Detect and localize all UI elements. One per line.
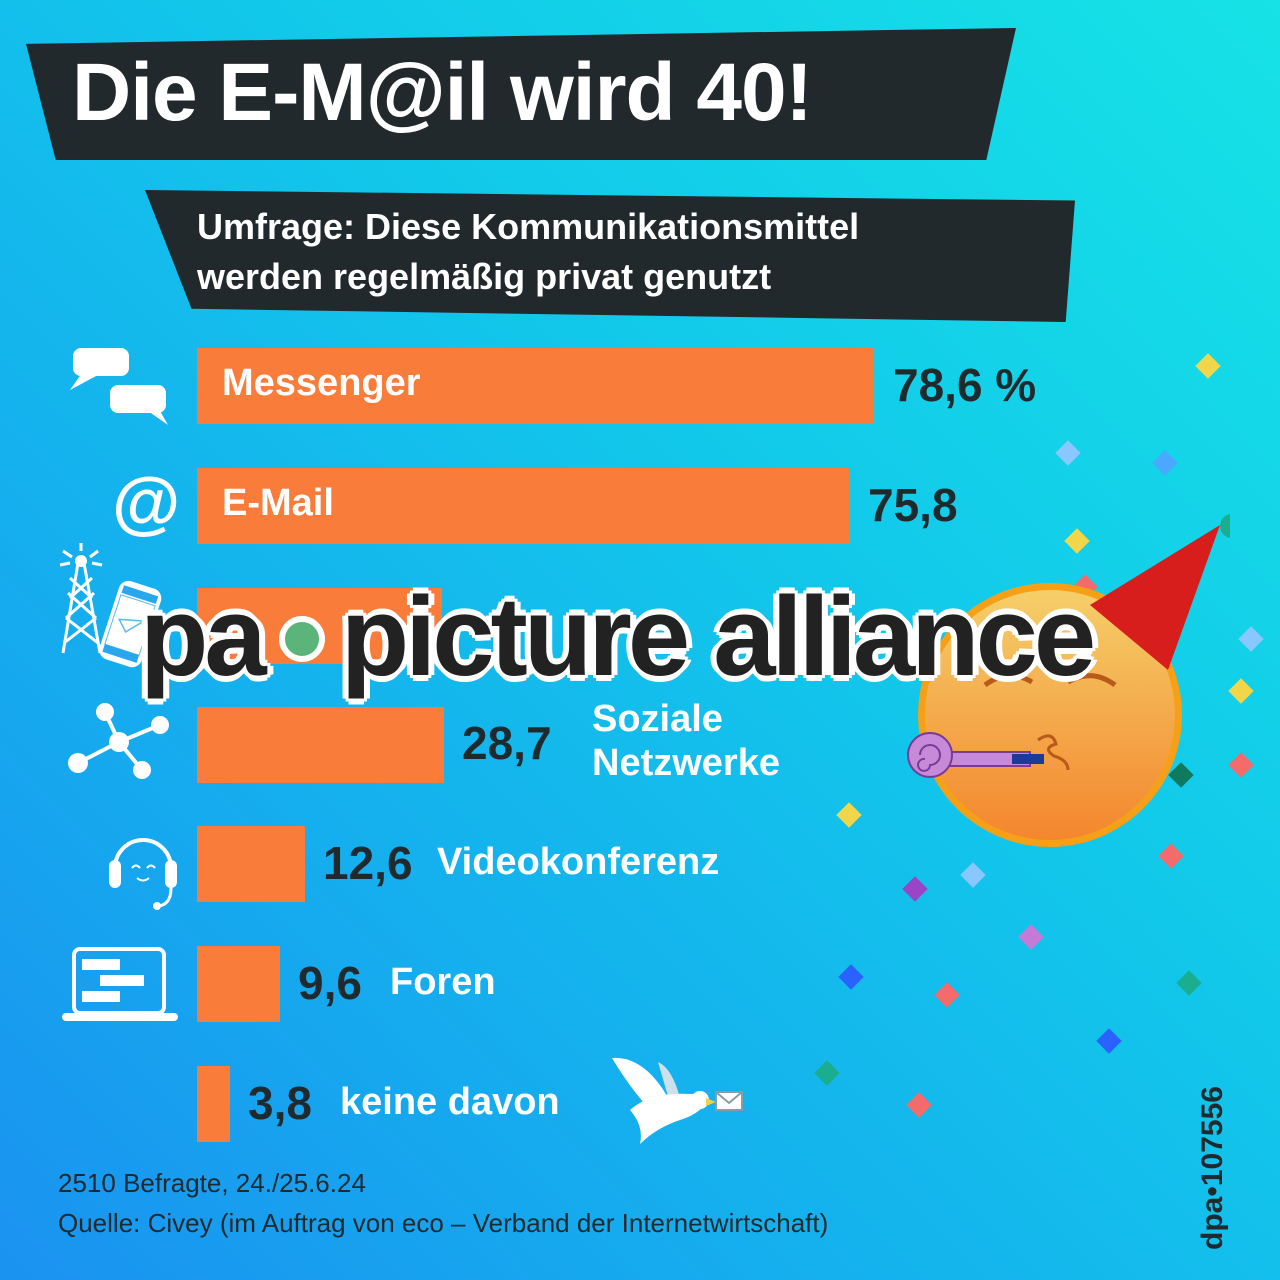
label-videoconference: Videokonferenz [437, 841, 720, 883]
title-banner [26, 28, 1016, 160]
label-social-networks: Soziale Netzwerke [592, 697, 780, 785]
watermark-left: pa [140, 574, 267, 699]
label-forums: Foren [390, 961, 496, 1003]
network-nodes-icon [68, 703, 169, 779]
page-title: Die E-M@il wird 40! [72, 47, 813, 138]
dove-letter-icon [612, 1057, 743, 1144]
watermark: pa picture alliance [140, 572, 1096, 701]
at-sign-icon: @ [112, 463, 181, 541]
label-social-line-2: Netzwerke [592, 742, 780, 784]
headset-icon [109, 838, 177, 910]
value-none: 3,8 [248, 1077, 312, 1129]
value-email: 75,8 [868, 479, 958, 531]
value-social-networks: 28,7 [462, 717, 552, 769]
subtitle: Umfrage: Diese Kommunikationsmittel werd… [197, 202, 859, 302]
watermark-dot-icon [278, 616, 325, 663]
watermark-right: picture alliance [340, 574, 1096, 699]
value-forums: 9,6 [298, 957, 362, 1009]
footer-respondents: 2510 Befragte, 24./25.6.24 [58, 1168, 366, 1198]
credit-id: dpa•107556 [1196, 1086, 1229, 1250]
value-videoconference: 12,6 [323, 837, 413, 889]
subtitle-banner [145, 190, 1075, 322]
bar-social-networks [197, 707, 444, 783]
bar-messenger [197, 348, 874, 424]
label-none: keine davon [340, 1081, 560, 1123]
bar-label-email: E-Mail [222, 482, 334, 524]
value-messenger: 78,6 % [893, 359, 1037, 411]
bar-none [197, 1066, 230, 1142]
footer-source: Quelle: Civey (im Auftrag von eco – Verb… [58, 1208, 829, 1238]
subtitle-line-1: Umfrage: Diese Kommunikationsmittel [197, 206, 860, 247]
chat-bubbles-icon [70, 348, 168, 425]
subtitle-line-2: werden regelmäßig privat genutzt [197, 256, 772, 297]
laptop-forum-icon [62, 947, 178, 1021]
bar-label-messenger: Messenger [222, 362, 421, 404]
bar-videoconference [197, 826, 305, 902]
bar-email [197, 468, 850, 544]
party-face-emoji-icon [907, 514, 1230, 847]
radio-tower-phone-icon [59, 543, 162, 668]
bar-forums [197, 946, 280, 1022]
label-social-line-1: Soziale [592, 698, 723, 740]
